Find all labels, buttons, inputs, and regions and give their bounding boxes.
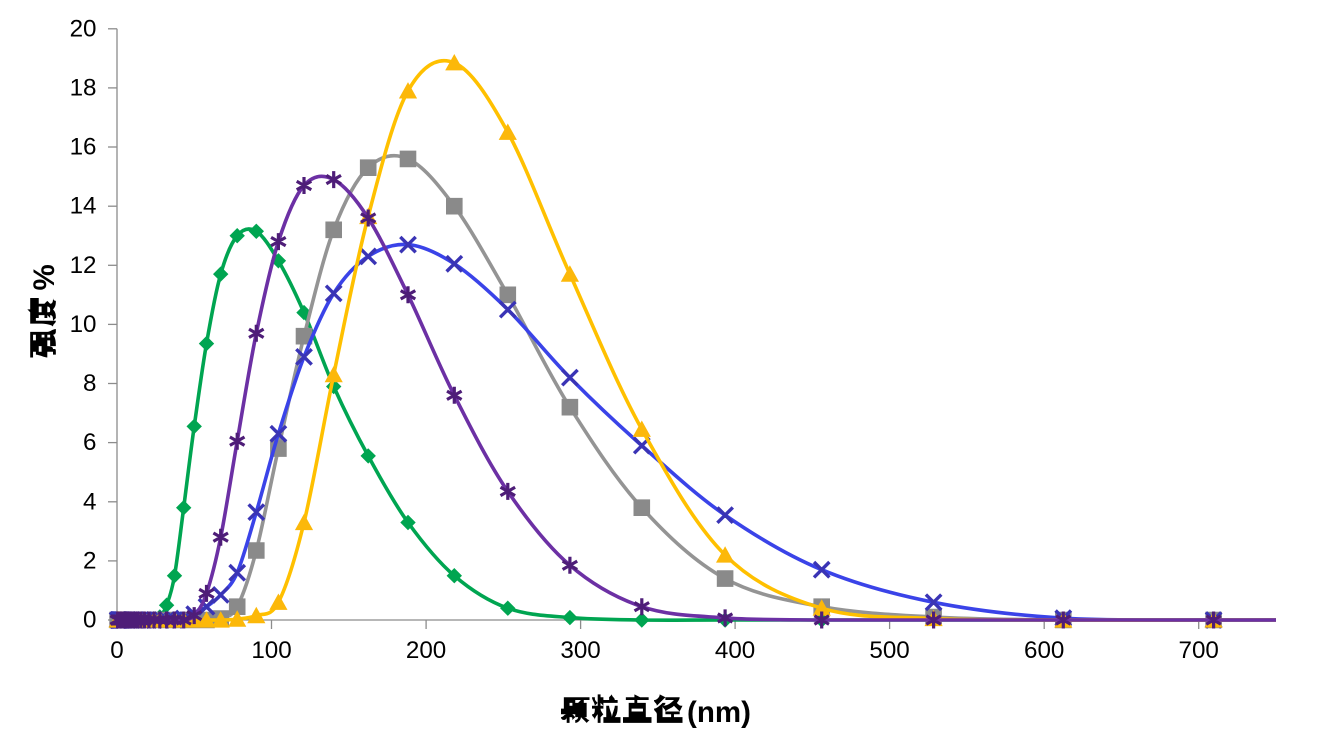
svg-text:6: 6	[83, 429, 96, 456]
svg-text:14: 14	[70, 193, 97, 220]
svg-text:18: 18	[70, 74, 97, 101]
svg-text:0: 0	[110, 637, 123, 664]
svg-text:8: 8	[83, 370, 96, 397]
svg-text:700: 700	[1179, 637, 1219, 664]
svg-text:300: 300	[560, 637, 600, 664]
svg-text:20: 20	[70, 15, 97, 42]
svg-text:200: 200	[406, 637, 446, 664]
svg-text:16: 16	[70, 134, 97, 161]
svg-text:%: %	[28, 264, 61, 290]
svg-text:10: 10	[70, 311, 97, 338]
svg-text:4: 4	[83, 488, 96, 515]
svg-text:2: 2	[83, 547, 96, 574]
svg-text:0: 0	[83, 607, 96, 634]
svg-text:600: 600	[1024, 637, 1064, 664]
svg-text:12: 12	[70, 252, 97, 279]
svg-text:500: 500	[869, 637, 909, 664]
svg-text:400: 400	[715, 637, 755, 664]
svg-text:(nm): (nm)	[687, 696, 751, 729]
svg-text:100: 100	[251, 637, 291, 664]
